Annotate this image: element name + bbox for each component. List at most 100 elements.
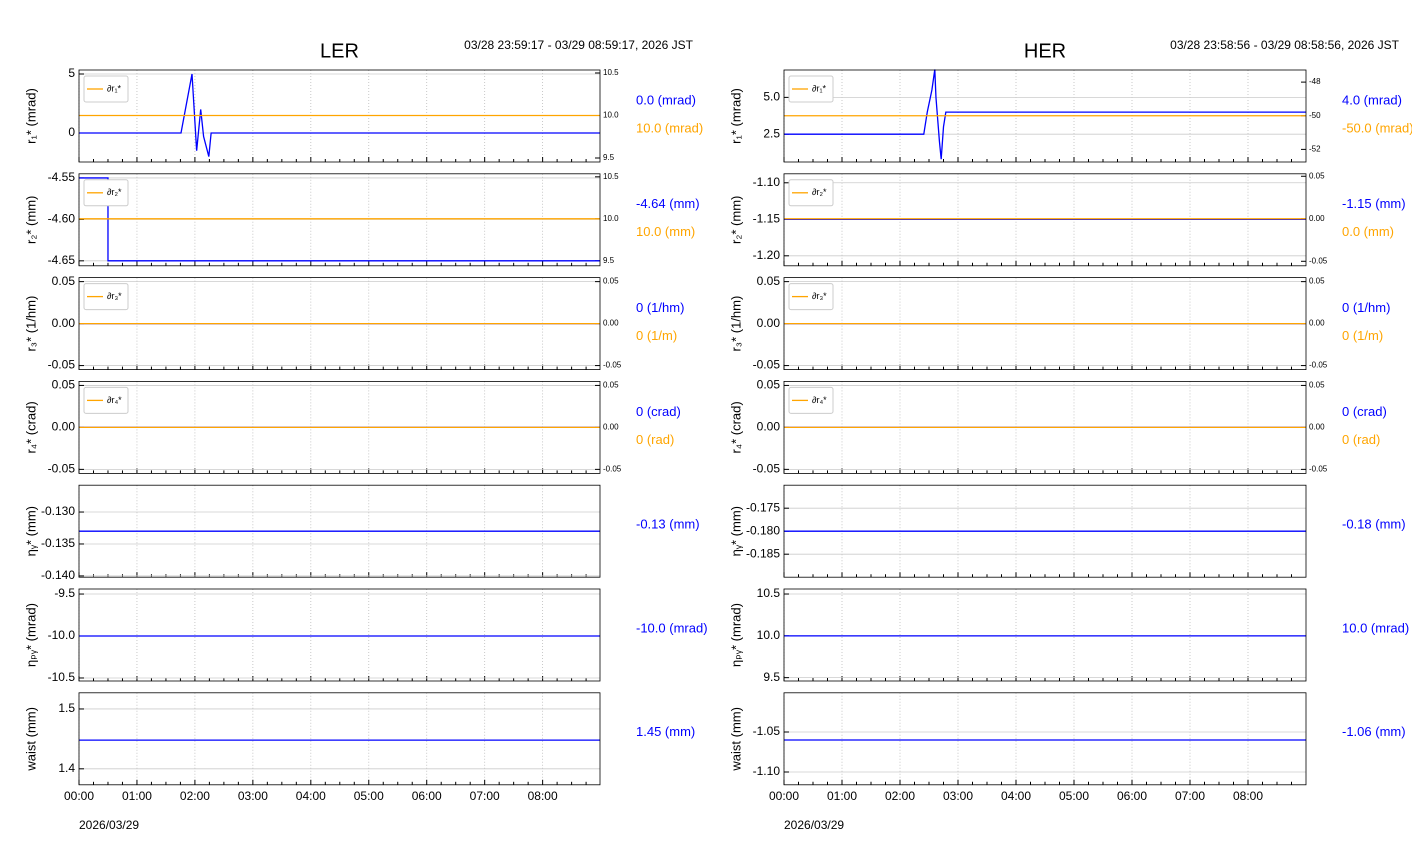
- plot-frame: [78, 277, 601, 371]
- y2-tick-label: -0.05: [1309, 256, 1328, 265]
- x-axis-label: 2026/03/29: [79, 818, 139, 832]
- legend-box: [788, 75, 834, 103]
- readout: -50.0 (mrad): [1342, 120, 1412, 135]
- readout: 0 (1/hm): [636, 300, 684, 315]
- y-tick-label: -0.05: [48, 358, 76, 372]
- x-tick-label: 01:00: [122, 789, 152, 803]
- plot-frame: [783, 277, 1307, 371]
- y-tick-label: 10.5: [757, 586, 781, 600]
- legend-box: [83, 75, 129, 103]
- readout: -1.15 (mm): [1342, 196, 1406, 211]
- plot-frame: [783, 69, 1307, 163]
- plot-frame: [78, 484, 601, 578]
- readout: 0 (1/hm): [1342, 300, 1390, 315]
- y-tick-label: 0.05: [757, 274, 781, 288]
- series-line: [79, 73, 600, 157]
- plot-area: [784, 589, 1306, 681]
- legend-label: ∂r₂*: [812, 187, 827, 197]
- readout: 1.45 (mm): [636, 724, 695, 739]
- readout: 0 (crad): [1342, 404, 1387, 419]
- readout: 0 (rad): [636, 432, 674, 447]
- y-tick-label: -1.10: [753, 175, 781, 189]
- y-tick-label: 5: [68, 66, 75, 80]
- y-axis-label: waist (mm): [23, 707, 38, 772]
- y2-tick-label: -0.05: [1309, 361, 1328, 370]
- series-line: [784, 69, 1306, 160]
- chart-title: LER: [320, 40, 359, 62]
- legend-box: [83, 179, 129, 207]
- legend-box: [788, 386, 834, 414]
- x-tick-label: 08:00: [528, 789, 558, 803]
- readout: 0 (rad): [1342, 432, 1380, 447]
- panel: -0.05 0.00 0.05 -0.05 0.00 0.05 ∂r₄* r₄* (crad)…: [728, 378, 1386, 476]
- y2-tick-label: -0.05: [1309, 464, 1328, 473]
- readout: 0.0 (mrad): [636, 92, 696, 107]
- y-tick-label: -10.0: [48, 628, 76, 642]
- plot-frame: [78, 173, 601, 267]
- y-axis-label: r₃* (1/hm): [728, 296, 743, 352]
- readout: 4.0 (mrad): [1342, 92, 1402, 107]
- y2-tick-label: 0.05: [603, 381, 619, 390]
- y-tick-label: -1.15: [753, 211, 781, 225]
- y-tick-label: -1.05: [753, 724, 781, 738]
- y-tick-label: -0.185: [746, 546, 780, 560]
- y-axis-label: r₂* (mm): [728, 196, 743, 244]
- x-tick-label: 00:00: [769, 789, 799, 803]
- x-tick-label: 08:00: [1233, 789, 1263, 803]
- y-tick-label: -0.140: [41, 568, 75, 582]
- x-tick-label: 04:00: [1001, 789, 1031, 803]
- y-tick-label: -1.20: [753, 248, 781, 262]
- y-axis-label: r₄* (crad): [728, 401, 743, 453]
- readout: -4.64 (mm): [636, 196, 700, 211]
- x-tick-label: 06:00: [412, 789, 442, 803]
- y-tick-label: -0.130: [41, 504, 75, 518]
- readout: 0.0 (mm): [1342, 224, 1394, 239]
- y2-tick-label: 0.00: [603, 423, 619, 432]
- x-tick-label: 07:00: [1175, 789, 1205, 803]
- y-tick-label: 2.5: [763, 126, 780, 140]
- y2-tick-label: 0.05: [1309, 171, 1325, 180]
- y2-tick-label: 9.5: [603, 153, 615, 162]
- y-tick-label: 9.5: [763, 670, 780, 684]
- readout: -0.18 (mm): [1342, 517, 1406, 532]
- y2-tick-label: -50: [1309, 111, 1321, 120]
- y-tick-label: -0.135: [41, 536, 75, 550]
- panel: 2.5 5.0 -48 -50 -52 ∂r₁* r₁* (mrad) 4.0 (mrad) -…: [728, 69, 1412, 163]
- y-axis-label: r₃* (1/hm): [23, 296, 38, 352]
- y-tick-label: 0: [68, 125, 75, 139]
- plot-area: [784, 692, 1306, 785]
- y-axis-label: r₁* (mrad): [23, 88, 38, 144]
- panel: -0.05 0.00 0.05 -0.05 0.00 0.05 ∂r₄* r₄* (crad)…: [23, 378, 680, 476]
- chart-subtitle: 03/28 23:59:17 - 03/29 08:59:17, 2026 JS…: [464, 38, 694, 52]
- y-tick-label: 0.05: [52, 274, 76, 288]
- y-tick-label: 5.0: [763, 90, 780, 104]
- y-tick-label: 0.05: [757, 378, 781, 392]
- plot-frame: [78, 692, 601, 786]
- y2-tick-label: 0.00: [1309, 214, 1325, 223]
- legend-label: ∂r₃*: [107, 291, 122, 301]
- y-tick-label: -0.180: [746, 523, 780, 537]
- y-tick-label: 0.05: [52, 378, 76, 392]
- y-tick-label: -9.5: [54, 586, 75, 600]
- y-tick-label: 1.5: [58, 701, 75, 715]
- readout: -0.13 (mm): [636, 517, 700, 532]
- chart-title: HER: [1024, 40, 1066, 62]
- x-tick-label: 03:00: [943, 789, 973, 803]
- legend-box: [83, 386, 129, 414]
- x-tick-label: 02:00: [885, 789, 915, 803]
- y-tick-label: -0.05: [753, 358, 781, 372]
- legend-box: [83, 283, 129, 311]
- y-axis-label: r₂* (mm): [23, 196, 38, 244]
- readout: 10.0 (mrad): [1342, 620, 1409, 635]
- plot-frame: [783, 380, 1307, 474]
- panel: -9.5 -10.0 -10.5 ηₚᵧ* (mrad) -10.0 (mrad): [23, 586, 707, 684]
- y2-tick-label: 10.0: [603, 111, 619, 120]
- plot-area: [79, 173, 600, 266]
- x-axis-label: 2026/03/29: [784, 818, 844, 832]
- plot-frame: [78, 69, 601, 163]
- x-tick-label: 03:00: [238, 789, 268, 803]
- y-axis-label: r₄* (crad): [23, 401, 38, 453]
- legend-label: ∂r₄*: [812, 395, 827, 405]
